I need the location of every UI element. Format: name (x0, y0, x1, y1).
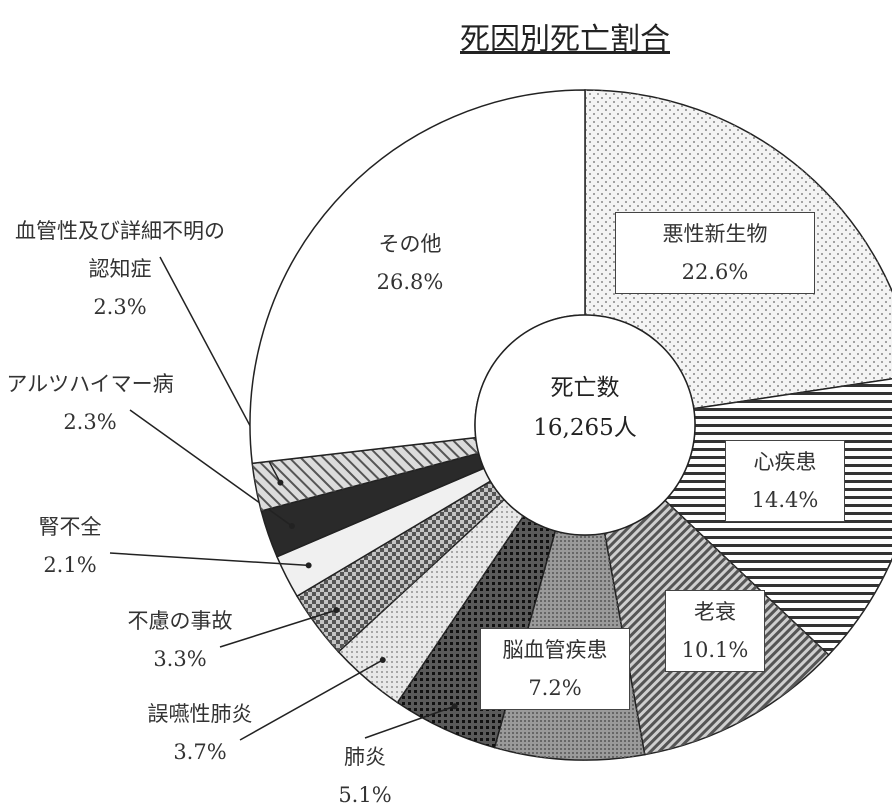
slice-name: 誤嚥性肺炎 (147, 702, 253, 726)
slice-name: 肺炎 (344, 745, 386, 769)
slice-value: 14.4% (751, 488, 819, 512)
leader-dot (277, 479, 284, 486)
slice-label: 不慮の事故 3.3% (80, 602, 280, 678)
slice-value: 2.3% (63, 410, 117, 434)
slice-name: 不慮の事故 (127, 609, 233, 633)
slice-label: その他 26.8% (335, 225, 485, 301)
slice-label: 腎不全 2.1% (20, 508, 120, 584)
slice-value: 3.7% (173, 740, 227, 764)
slice-value: 7.2% (528, 676, 582, 700)
label-box: 脳血管疾患 7.2% (480, 628, 630, 710)
slice-value: 3.3% (153, 647, 207, 671)
leader-line (239, 659, 384, 741)
slice-value: 5.1% (338, 783, 392, 805)
slice-label: 老衰 10.1% (665, 590, 765, 672)
slice-label: 悪性新生物 22.6% (615, 212, 815, 294)
label-box: 老衰 10.1% (665, 590, 765, 672)
leader-dot (333, 607, 340, 614)
slice-label: 肺炎 5.1% (325, 738, 405, 805)
slice-value: 2.3% (93, 295, 147, 319)
wedge-pattern (252, 437, 479, 511)
leader-line (364, 705, 455, 739)
slice-name: 心疾患 (753, 450, 817, 474)
center-label: 死亡数 16,265人 (533, 368, 636, 448)
wedge-pattern (297, 481, 505, 652)
leader-line (109, 552, 309, 567)
slice-name: 腎不全 (38, 515, 102, 539)
leader-dot (451, 703, 458, 710)
center-value: 16,265人 (533, 415, 637, 441)
leader-line (219, 609, 337, 648)
slice-value: 22.6% (681, 260, 749, 284)
slice-name: その他 (378, 232, 442, 256)
slice-label: 血管性及び詳細不明の認知症 2.3% (10, 212, 230, 326)
leader-dot (288, 522, 295, 529)
label-box: 心疾患 14.4% (725, 440, 845, 522)
donut-hole (474, 314, 696, 536)
slice-name: アルツハイマー病 (6, 372, 174, 396)
leader-dot (305, 562, 312, 569)
slice-value: 2.1% (43, 553, 97, 577)
slice-name: 老衰 (694, 600, 736, 624)
slice-value: 10.1% (681, 638, 749, 662)
label-box: 悪性新生物 22.6% (615, 212, 815, 294)
slice-label: 心疾患 14.4% (725, 440, 845, 522)
slice-value: 26.8% (376, 270, 444, 294)
slice-name: 血管性及び詳細不明の認知症 (15, 219, 225, 281)
slice-name: 悪性新生物 (662, 222, 768, 246)
wedge-pattern (397, 516, 556, 748)
leader-dot (379, 656, 386, 663)
slice-name: 脳血管疾患 (502, 638, 608, 662)
slice-label: 誤嚥性肺炎 3.7% (100, 695, 300, 771)
chart-title: 死因別死亡割合 (460, 22, 670, 57)
slice-label: 脳血管疾患 7.2% (480, 628, 630, 710)
slice-label: アルツハイマー病 2.3% (5, 365, 175, 441)
wedge-pattern (338, 499, 524, 703)
center-title: 死亡数 (550, 375, 620, 401)
